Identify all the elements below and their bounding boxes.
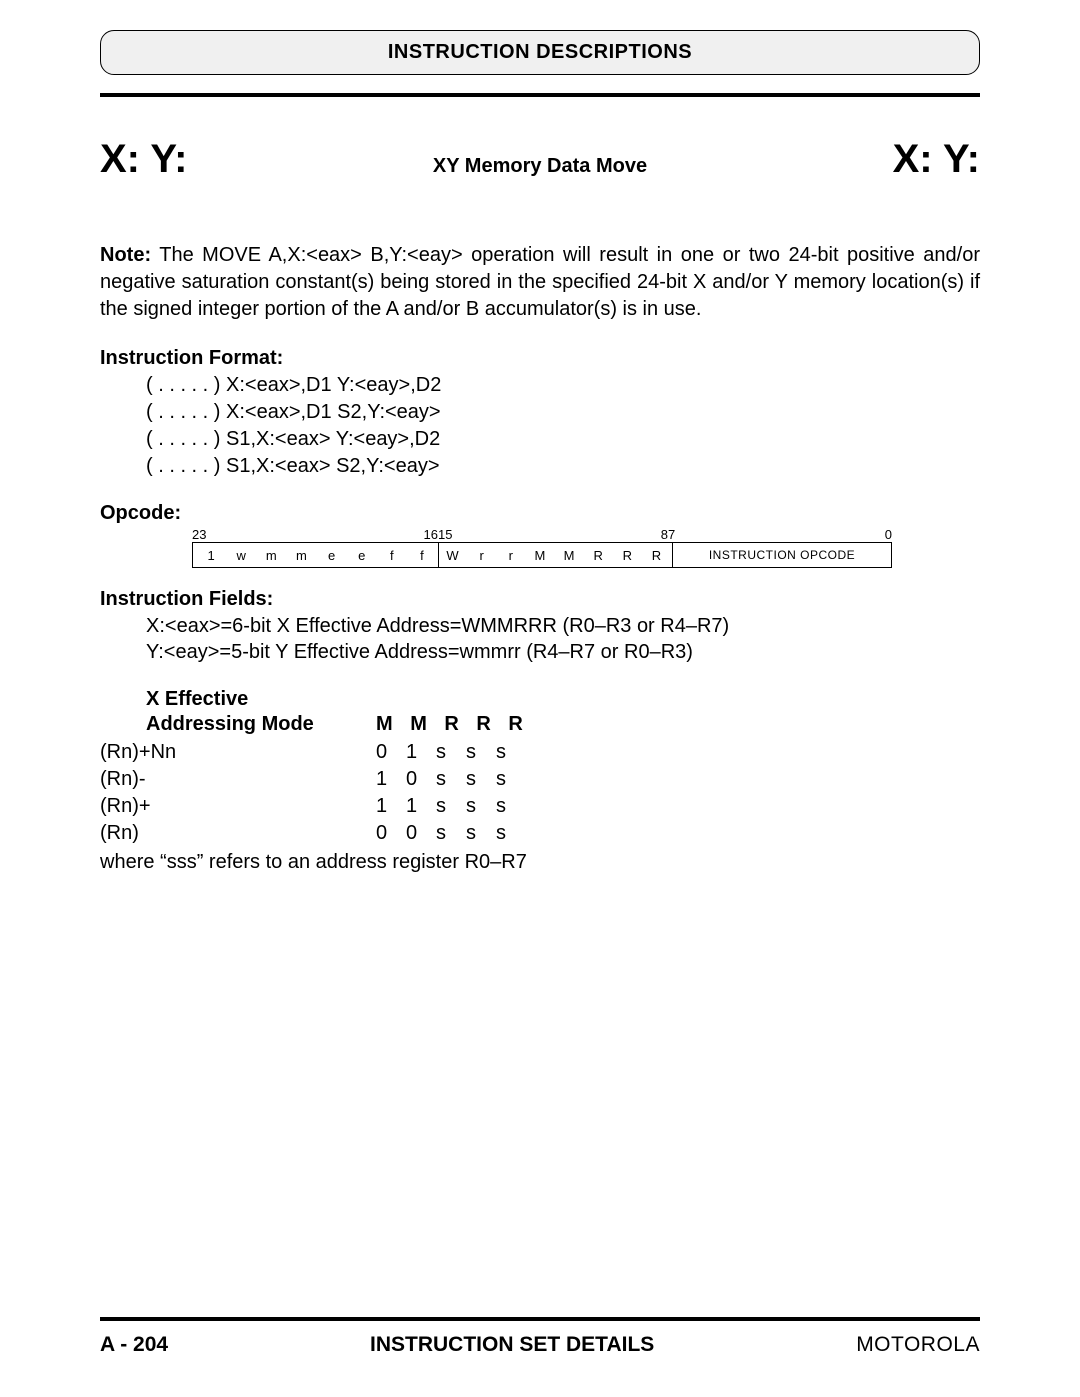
opcode-bit: m	[257, 548, 287, 563]
addr-bit: s	[466, 766, 496, 793]
format-line: ( . . . . . ) X:<eax>,D1 S2,Y:<eay>	[146, 399, 980, 426]
opcode-diagram: 23 16 15 8 7 0 1 w m m e e f f W r r M M…	[100, 527, 980, 568]
bit-num: 15	[438, 527, 462, 542]
addr-bit: s	[436, 820, 466, 847]
opcode-bit: M	[526, 548, 555, 563]
table-row: (Rn)- 1 0 s s s	[100, 766, 980, 793]
opcode-bit: R	[643, 548, 672, 563]
addressing-rows: (Rn)+Nn 0 1 s s s (Rn)- 1 0 s s s (Rn)+ …	[100, 739, 980, 847]
addr-bit: s	[436, 766, 466, 793]
opcode-bit: W	[439, 548, 468, 563]
instruction-fields-lines: X:<eax>=6-bit X Effective Address=WMMRRR…	[146, 613, 980, 665]
footer: A - 204 INSTRUCTION SET DETAILS MOTOROLA	[100, 1317, 980, 1357]
addr-bit: s	[496, 793, 526, 820]
addr-header-line2: Addressing Mode	[146, 712, 376, 737]
footer-row: A - 204 INSTRUCTION SET DETAILS MOTOROLA	[100, 1333, 980, 1357]
opcode-bit: e	[348, 548, 378, 563]
addr-mode: (Rn)+Nn	[100, 739, 376, 766]
addr-mode: (Rn)	[100, 820, 376, 847]
title-description: XY Memory Data Move	[433, 155, 647, 178]
opcode-bit: m	[287, 548, 317, 563]
table-row: (Rn)+Nn 0 1 s s s	[100, 739, 980, 766]
opcode-bit-numbers: 23 16 15 8 7 0	[192, 527, 892, 542]
footer-rule	[100, 1317, 980, 1321]
addressing-header: X Effective	[146, 687, 980, 712]
addr-bit: 1	[406, 793, 436, 820]
footer-brand: MOTOROLA	[856, 1333, 980, 1357]
header-title: INSTRUCTION DESCRIPTIONS	[388, 41, 692, 63]
opcode-label: Opcode:	[100, 502, 980, 525]
addr-header-line1: X Effective	[146, 687, 376, 712]
addr-bit: s	[436, 793, 466, 820]
opcode-field-a: 1 w m m e e f f	[193, 543, 439, 567]
addr-mode: (Rn)-	[100, 766, 376, 793]
addr-bit: s	[496, 739, 526, 766]
addr-bit: s	[436, 739, 466, 766]
instruction-fields-label: Instruction Fields:	[100, 588, 980, 611]
title-mnemonic-left: X: Y:	[100, 137, 187, 182]
addressing-where: where “sss” refers to an address registe…	[100, 851, 980, 874]
opcode-field-c: INSTRUCTION OPCODE	[673, 548, 891, 562]
format-line: ( . . . . . ) S1,X:<eax> Y:<eay>,D2	[146, 426, 980, 453]
bit-num: 23	[192, 527, 410, 542]
opcode-bit: R	[585, 548, 614, 563]
header-box: INSTRUCTION DESCRIPTIONS	[100, 30, 980, 75]
addr-mode: (Rn)+	[100, 793, 376, 820]
addr-bit: s	[496, 820, 526, 847]
bit-num: 0	[688, 527, 892, 542]
header-rule	[100, 93, 980, 97]
instruction-format-lines: ( . . . . . ) X:<eax>,D1 Y:<eay>,D2 ( . …	[146, 372, 980, 480]
addr-bit: s	[466, 820, 496, 847]
addr-bit: 0	[406, 766, 436, 793]
opcode-bit: e	[318, 548, 348, 563]
addr-header-bits: M M R R R	[376, 712, 529, 737]
format-line: ( . . . . . ) S1,X:<eax> S2,Y:<eay>	[146, 453, 980, 480]
addr-bit: 0	[406, 820, 436, 847]
footer-page: A - 204	[100, 1333, 168, 1357]
note-text: The MOVE A,X:<eax> B,Y:<eay> operation w…	[100, 244, 980, 320]
footer-center: INSTRUCTION SET DETAILS	[370, 1333, 654, 1357]
format-line: ( . . . . . ) X:<eax>,D1 Y:<eay>,D2	[146, 372, 980, 399]
addr-bit: 1	[376, 766, 406, 793]
note-label: Note:	[100, 244, 151, 266]
bit-num: 8	[462, 527, 668, 542]
opcode-bit: f	[408, 548, 438, 563]
opcode-bit: 1	[197, 548, 227, 563]
title-row: X: Y: XY Memory Data Move X: Y:	[100, 137, 980, 182]
bit-num: 16	[410, 527, 438, 542]
addr-bit: s	[496, 766, 526, 793]
opcode-bit: w	[227, 548, 257, 563]
table-row: (Rn) 0 0 s s s	[100, 820, 980, 847]
addr-bit: 1	[376, 793, 406, 820]
note-paragraph: Note: The MOVE A,X:<eax> B,Y:<eay> opera…	[100, 242, 980, 323]
addr-bit: 1	[406, 739, 436, 766]
instruction-format-label: Instruction Format:	[100, 347, 980, 370]
table-row: (Rn)+ 1 1 s s s	[100, 793, 980, 820]
opcode-bit: M	[556, 548, 585, 563]
fields-line: X:<eax>=6-bit X Effective Address=WMMRRR…	[146, 613, 980, 639]
addr-bit: 0	[376, 739, 406, 766]
opcode-bit: r	[468, 548, 497, 563]
fields-line: Y:<eay>=5-bit Y Effective Address=wmmrr …	[146, 639, 980, 665]
addr-bit: s	[466, 739, 496, 766]
opcode-bit: R	[614, 548, 643, 563]
addr-bit: s	[466, 793, 496, 820]
addressing-header-2: Addressing Mode M M R R R	[146, 712, 980, 737]
opcode-table: 1 w m m e e f f W r r M M R R R INSTRUCT…	[192, 542, 892, 568]
opcode-bit: r	[497, 548, 526, 563]
addr-bit: 0	[376, 820, 406, 847]
title-mnemonic-right: X: Y:	[893, 137, 980, 182]
opcode-bit: f	[378, 548, 408, 563]
bit-num: 7	[668, 527, 688, 542]
opcode-field-b: W r r M M R R R	[439, 543, 673, 567]
